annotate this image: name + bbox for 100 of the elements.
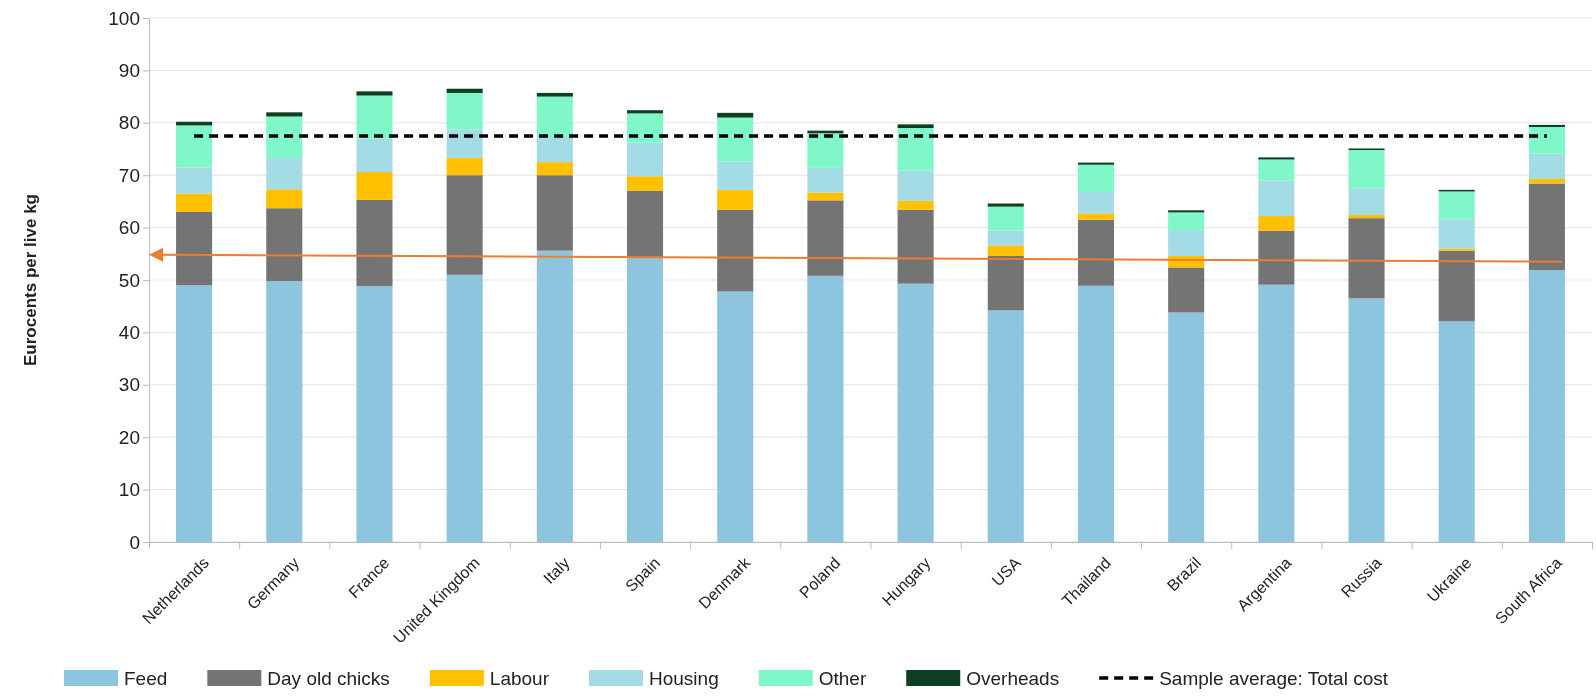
y-tick-label: 40 <box>118 321 140 343</box>
bar <box>446 157 483 176</box>
bar <box>717 209 754 292</box>
bar <box>266 281 303 542</box>
bar <box>987 206 1024 231</box>
bar <box>536 250 573 542</box>
bar <box>1348 215 1385 219</box>
bar <box>1438 191 1475 220</box>
bar <box>897 200 934 210</box>
bar <box>1168 212 1205 231</box>
bar <box>717 291 754 542</box>
legend-label: Feed <box>124 667 168 689</box>
bar <box>626 257 664 542</box>
bar <box>1528 183 1565 271</box>
bar <box>1168 230 1205 256</box>
bar <box>1438 250 1475 322</box>
bar <box>1077 162 1115 165</box>
bar <box>897 209 934 284</box>
y-tick-label: 70 <box>118 164 140 186</box>
bar <box>1077 285 1115 542</box>
bar <box>266 112 303 117</box>
bar <box>356 199 393 287</box>
bar <box>176 211 213 286</box>
legend-label: Housing <box>648 667 719 689</box>
bar <box>1528 270 1565 542</box>
bar <box>1077 213 1115 220</box>
bar <box>626 113 664 143</box>
bar <box>717 189 754 210</box>
bar <box>1258 159 1295 181</box>
legend-label: Overheads <box>966 667 1060 689</box>
bar <box>1258 216 1295 231</box>
bar <box>446 92 483 130</box>
bar <box>536 96 573 136</box>
bar <box>536 92 573 97</box>
bar <box>897 283 934 542</box>
bar <box>176 193 213 212</box>
bar <box>897 170 934 201</box>
bar <box>807 275 844 542</box>
bar <box>626 176 664 191</box>
bar <box>897 124 934 129</box>
bar <box>1168 210 1205 213</box>
bar <box>1348 150 1385 189</box>
bar <box>266 208 303 282</box>
bar <box>446 175 483 275</box>
y-tick-label: 50 <box>118 269 140 291</box>
bar <box>1528 153 1565 179</box>
bar <box>1168 312 1205 542</box>
y-tick-label: 20 <box>118 426 140 448</box>
bar <box>176 167 213 194</box>
bar <box>1348 188 1385 216</box>
y-tick-label: 0 <box>129 531 140 553</box>
bar <box>1348 298 1385 542</box>
x-tick-label: Italy <box>540 554 573 587</box>
bar <box>807 192 844 201</box>
bar <box>1258 230 1295 285</box>
y-tick-label: 60 <box>118 217 140 239</box>
legend-label: Labour <box>489 667 550 689</box>
bar <box>266 189 303 209</box>
bar <box>356 91 393 96</box>
bar <box>536 162 573 176</box>
bar <box>1258 180 1295 217</box>
legend-label: Other <box>818 667 867 689</box>
bar <box>446 88 483 93</box>
bar <box>1528 126 1565 154</box>
legend-label: Day old chicks <box>267 667 390 689</box>
bar <box>626 142 664 177</box>
bar <box>536 135 573 163</box>
bar <box>987 245 1024 256</box>
bar <box>446 274 483 542</box>
bar <box>1438 321 1475 542</box>
bar <box>1077 164 1115 192</box>
bar <box>356 95 393 139</box>
bar <box>1258 284 1295 542</box>
bar <box>1438 219 1475 249</box>
y-tick-label: 90 <box>118 59 140 81</box>
bar <box>807 200 844 276</box>
bar <box>1528 124 1565 127</box>
bar <box>1168 267 1205 313</box>
y-tick-label: 100 <box>108 7 140 29</box>
x-tick-label: USA <box>988 553 1025 590</box>
bar <box>1077 191 1115 214</box>
bar <box>897 128 934 171</box>
bar <box>807 167 844 193</box>
bar <box>987 230 1024 246</box>
bar <box>266 116 303 158</box>
y-axis-title: Eurocents per live kg <box>21 194 40 366</box>
y-tick-label: 30 <box>118 374 140 396</box>
bar <box>987 255 1024 311</box>
bar <box>1258 157 1295 160</box>
bar <box>266 157 303 190</box>
bar <box>626 110 664 114</box>
bar <box>176 285 213 542</box>
bar <box>987 203 1024 207</box>
bar <box>1348 218 1385 299</box>
bar <box>536 175 573 251</box>
bar <box>356 138 393 173</box>
bar <box>807 133 844 168</box>
y-tick-label: 80 <box>118 112 140 134</box>
bar <box>1438 248 1475 251</box>
bar <box>356 286 393 542</box>
